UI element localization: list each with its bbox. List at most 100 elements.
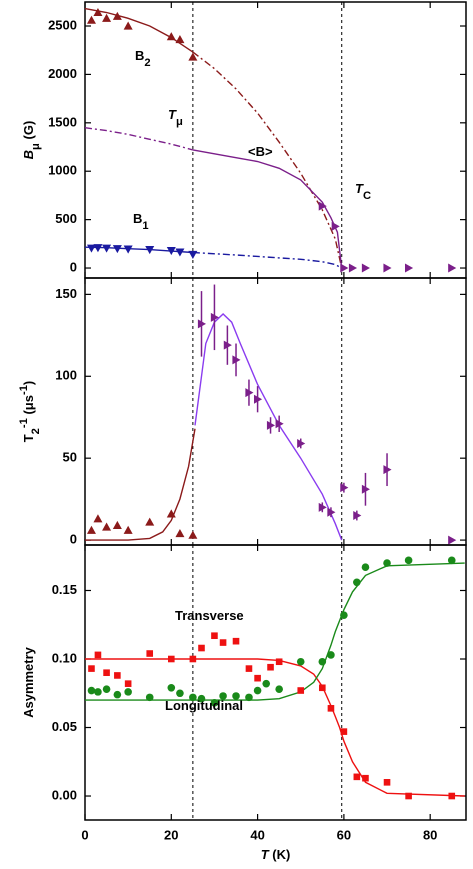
- y-tick-label: 50: [63, 450, 77, 465]
- y-axis-label-part: ): [21, 381, 36, 385]
- annotation-part: C: [363, 190, 371, 202]
- fit-line: [194, 313, 343, 541]
- data-point: [383, 263, 392, 273]
- y-tick-label: 150: [55, 286, 77, 301]
- y-axis-label: Bμ (G): [21, 121, 42, 160]
- data-point: [198, 644, 205, 652]
- x-tick-label: 80: [423, 827, 437, 842]
- data-point: [175, 529, 185, 538]
- data-point: [245, 665, 253, 672]
- annotation-part: T: [168, 107, 177, 122]
- fit-line: [84, 246, 193, 254]
- x-axis-label-part: T: [261, 847, 270, 862]
- data-point: [383, 465, 392, 475]
- data-point: [124, 680, 132, 687]
- data-point: [254, 674, 261, 682]
- annotation-part: T: [355, 181, 364, 196]
- data-point: [145, 517, 155, 526]
- data-point: [211, 632, 218, 640]
- data-point: [361, 263, 370, 273]
- y-tick-label: 0: [70, 532, 77, 547]
- data-point: [113, 690, 122, 699]
- data-point: [297, 438, 306, 448]
- data-point: [112, 520, 122, 529]
- data-point: [210, 312, 219, 322]
- data-point: [86, 525, 96, 534]
- data-point: [448, 792, 456, 800]
- data-point: [223, 340, 232, 350]
- data-point: [189, 693, 197, 702]
- plot-frame: [84, 544, 467, 821]
- data-point: [86, 15, 96, 24]
- y-axis-label-part: (G): [21, 121, 36, 143]
- data-point: [296, 657, 305, 666]
- data-point: [404, 556, 413, 565]
- data-point: [175, 248, 185, 257]
- annotation: B2: [135, 48, 151, 69]
- annotation-part: 1: [142, 220, 148, 232]
- y-axis-label-part: 2: [30, 428, 42, 434]
- fit-line: [84, 127, 194, 151]
- y-axis-label-part: -1: [18, 385, 30, 395]
- data-point: [123, 21, 133, 30]
- annotation: Tμ: [168, 107, 183, 128]
- data-point: [297, 687, 305, 694]
- data-point: [146, 650, 154, 657]
- data-point: [275, 685, 283, 693]
- annotation-part: B: [133, 211, 142, 226]
- y-tick-label: 1500: [48, 114, 77, 129]
- y-axis-label-part: B: [21, 150, 36, 159]
- y-axis-label-part: T: [21, 434, 36, 442]
- fit-line: [192, 51, 343, 269]
- data-point: [112, 11, 122, 20]
- data-point: [219, 692, 227, 700]
- data-point: [327, 705, 335, 712]
- fit-line: [192, 251, 343, 269]
- fit-line: [85, 658, 465, 797]
- data-point: [114, 672, 121, 679]
- data-point: [340, 483, 349, 493]
- data-point: [94, 651, 102, 659]
- data-point: [188, 530, 198, 539]
- x-tick-label: 40: [250, 827, 264, 842]
- data-point: [188, 250, 198, 259]
- x-tick-label: 20: [164, 827, 178, 842]
- annotation: <B>: [248, 144, 273, 159]
- y-axis-label: T2-1 (μs-1): [18, 381, 42, 443]
- data-point: [448, 535, 457, 545]
- y-tick-label: 2000: [48, 66, 77, 81]
- data-point: [88, 665, 95, 672]
- data-point: [340, 263, 349, 273]
- data-point: [210, 699, 219, 707]
- plot-frame: [84, 1, 467, 279]
- data-point: [340, 611, 348, 619]
- y-tick-label: 0.10: [52, 650, 77, 665]
- x-axis-label: T (K): [261, 847, 291, 862]
- x-axis-label-part: (K): [269, 847, 291, 862]
- annotation: B1: [133, 211, 149, 232]
- data-point: [145, 693, 154, 702]
- y-tick-label: 2500: [48, 17, 77, 32]
- data-point: [167, 655, 175, 663]
- annotation-part: Transverse: [175, 608, 244, 623]
- data-point: [245, 693, 253, 702]
- data-point: [245, 388, 254, 398]
- annotation-part: <B>: [248, 144, 273, 159]
- data-point: [232, 355, 241, 365]
- data-point: [189, 655, 197, 663]
- data-point: [348, 263, 358, 273]
- annotation-part: B: [135, 48, 144, 63]
- data-point: [327, 651, 335, 659]
- y-tick-label: 1000: [48, 163, 77, 178]
- data-point: [102, 522, 112, 531]
- data-point: [353, 511, 362, 521]
- plot-frame: [84, 277, 467, 546]
- data-point: [124, 688, 132, 696]
- y-axis-label: Asymmetry: [21, 646, 36, 718]
- data-point: [361, 484, 370, 494]
- data-point: [266, 420, 276, 430]
- y-axis-label-part: Asymmetry: [21, 646, 36, 718]
- data-point: [383, 559, 391, 567]
- data-point: [275, 658, 283, 666]
- data-point: [167, 683, 176, 692]
